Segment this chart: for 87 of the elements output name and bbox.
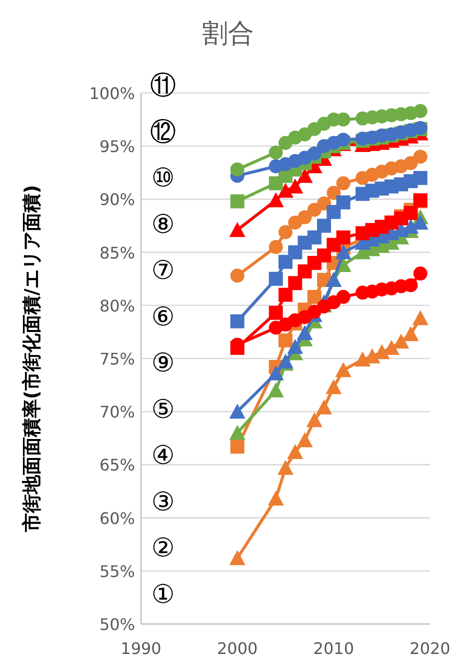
point [336, 290, 350, 304]
point [229, 424, 246, 440]
point [288, 276, 302, 290]
point [413, 150, 428, 164]
point [268, 240, 283, 254]
point [278, 288, 292, 302]
annotation: ③ [151, 487, 175, 518]
point [278, 333, 292, 348]
x-tick-label: 2000 [216, 639, 258, 658]
annotation: ④ [151, 441, 175, 472]
y-tick-label: 55% [99, 562, 135, 581]
point [307, 290, 322, 304]
y-tick-label: 50% [99, 615, 135, 634]
annotation: ② [151, 534, 175, 564]
point [326, 379, 342, 394]
point [317, 196, 332, 210]
point [230, 314, 244, 328]
point [326, 186, 341, 200]
y-tick-label: 95% [99, 137, 135, 156]
x-tick-label: 1990 [120, 639, 162, 658]
point [268, 306, 283, 320]
point [336, 132, 350, 147]
point [326, 204, 341, 219]
y-tick-label: 65% [99, 456, 135, 475]
y-tick-label: 60% [99, 508, 135, 528]
y-tick-label: 70% [99, 402, 135, 422]
point [268, 192, 284, 208]
point [229, 222, 246, 237]
point [404, 156, 418, 170]
point [412, 310, 428, 326]
point [336, 195, 350, 210]
point [393, 334, 410, 349]
point [268, 490, 284, 506]
y-tick-label: 80% [99, 296, 135, 316]
point [336, 176, 350, 190]
point [287, 444, 304, 459]
point [230, 268, 244, 283]
point [229, 404, 246, 419]
point [404, 278, 418, 292]
point [354, 352, 371, 367]
point [307, 146, 322, 161]
point [316, 399, 332, 414]
point [413, 170, 428, 185]
annotation: ⑨ [151, 348, 175, 379]
point [230, 162, 244, 176]
x-tick-label: 2020 [410, 639, 450, 658]
point [296, 325, 313, 340]
y-tick-label: 100% [89, 84, 135, 103]
y-tick-label: 90% [99, 190, 135, 210]
point [278, 225, 292, 240]
point [268, 145, 283, 160]
y-axis-title: 市街地面面積率(市街化面積/エリア面積) [21, 184, 43, 534]
annotation: ⑤ [151, 394, 175, 425]
annotation: ⑥ [151, 302, 175, 332]
point [317, 218, 332, 233]
annotation: ⑫ [150, 117, 176, 148]
annotation: ① [151, 580, 175, 610]
point [404, 206, 418, 220]
point [230, 194, 244, 208]
x-tick-label: 2010 [313, 639, 354, 658]
annotation: ⑪ [150, 71, 176, 101]
point [307, 202, 322, 217]
point [229, 550, 246, 566]
point [298, 210, 312, 224]
annotation: ⑩ [151, 164, 175, 194]
point [413, 104, 428, 118]
point [287, 338, 304, 354]
point [317, 248, 332, 262]
y-tick-label: 85% [99, 243, 135, 262]
point [268, 365, 284, 380]
chart-title: 割合 [202, 19, 254, 49]
annotation: ⑧ [151, 210, 175, 240]
point [402, 326, 419, 342]
annotation: ⑦ [151, 256, 175, 286]
point [335, 362, 352, 378]
point [296, 432, 313, 448]
point [413, 266, 428, 281]
point [335, 244, 352, 260]
y-tick-label: 75% [99, 350, 135, 368]
point [306, 412, 322, 428]
point [336, 230, 350, 244]
point [307, 230, 322, 244]
point [268, 272, 283, 286]
point [278, 460, 294, 475]
point [230, 440, 244, 454]
point [268, 382, 284, 398]
point [288, 245, 302, 260]
